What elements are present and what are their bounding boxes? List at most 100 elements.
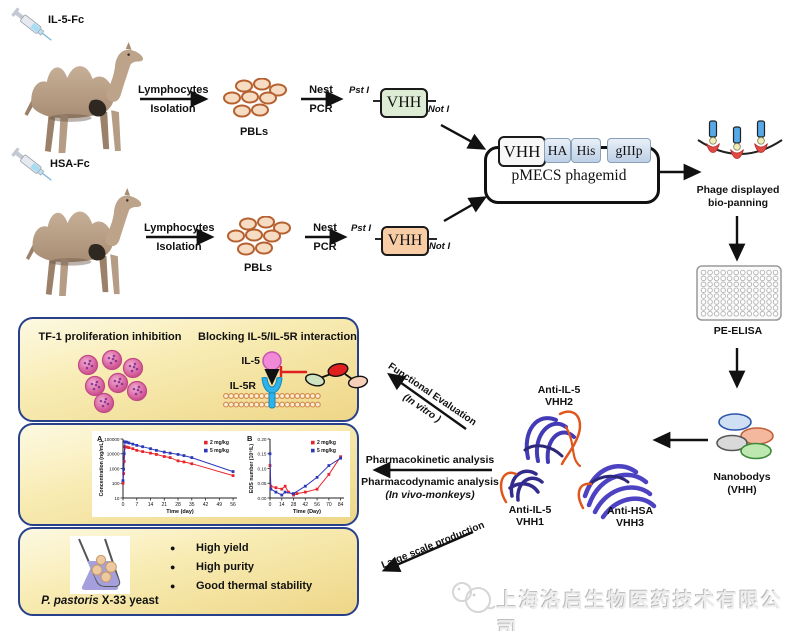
- svg-text:84: 84: [338, 502, 344, 508]
- camel-hsa: [25, 188, 142, 296]
- vhh-gene-label-hsa: VHH: [387, 232, 423, 249]
- svg-text:70: 70: [326, 502, 332, 508]
- panel-functional-evaluation: [18, 317, 359, 422]
- elisa-label: PE-ELISA: [713, 325, 763, 337]
- watermark-company-name: 上海洛启生物医药技术有限公司: [497, 590, 783, 631]
- cassette-his-label: His: [576, 142, 596, 158]
- bullet-icon-2: ●: [170, 562, 176, 572]
- nanobodies-label-1: Nanobodys: [713, 471, 771, 483]
- camel-il5: [24, 42, 144, 153]
- antigen-label-hsafc: HSA-Fc: [50, 158, 90, 170]
- chart-a: 0 7 14 21 28 35 42 49 56 10 100 1000 10000 100000 Time…: [97, 434, 237, 515]
- vhh3-id: VHH3: [615, 517, 644, 529]
- arrow-clone-top: [440, 123, 487, 150]
- svg-text:100: 100: [112, 481, 120, 486]
- svg-text:1000: 1000: [109, 466, 120, 471]
- svg-text:14: 14: [279, 502, 285, 508]
- svg-text:Time (Day): Time (Day): [293, 509, 321, 515]
- pbls-label-1: PBLs: [239, 126, 269, 138]
- svg-text:5 mg/kg: 5 mg/kg: [317, 448, 336, 454]
- nanobodies-label-2: (VHH): [727, 484, 757, 496]
- pcr-label-top-2: Nest: [313, 222, 337, 234]
- biopanning-label-1: Phage displayed: [696, 184, 780, 196]
- svg-text:42: 42: [303, 502, 309, 508]
- cassette-giiip-label: gIIIp: [615, 142, 643, 158]
- cassette-vhh-label: VHH: [503, 141, 541, 161]
- yeast-strain-label: P. pastoris X-33 yeast: [40, 595, 160, 608]
- vhh-gene-box-il5: VHH: [380, 88, 428, 118]
- svg-text:0: 0: [269, 502, 272, 508]
- svg-text:2 mg/kg: 2 mg/kg: [317, 440, 336, 446]
- yeast-strain-rest: X-33 yeast: [98, 595, 159, 607]
- watermark-logo-icon: [452, 582, 496, 613]
- pbls-cells-2: [227, 216, 291, 256]
- svg-text:10000: 10000: [107, 452, 120, 457]
- yeast-strain-italic: P. pastoris: [41, 595, 99, 607]
- bullet-high-purity: High purity: [196, 561, 255, 573]
- svg-text:EOS number (10⁹/L): EOS number (10⁹/L): [249, 444, 255, 493]
- biopanning-label-2: bio-panning: [707, 197, 769, 209]
- isolation-label-bottom-2: Isolation: [156, 241, 202, 253]
- bullet-high-yield: High yield: [196, 542, 249, 554]
- syringe-icon-hsa: [9, 146, 56, 186]
- il5-label: IL-5: [241, 355, 260, 367]
- enzyme-noti-1: Not I: [428, 104, 450, 115]
- svg-text:0.00: 0.00: [258, 496, 267, 501]
- enzyme-noti-2: Not I: [429, 241, 451, 252]
- elisa-wells: [700, 269, 779, 317]
- pd-analysis-label: Pharmacodynamic analysis: [361, 476, 499, 488]
- vhh1-name: Anti-IL-5: [508, 504, 552, 516]
- phage-icon-3: [753, 120, 769, 153]
- pcr-label-bottom-1: PCR: [309, 103, 333, 115]
- isolation-label-top-2: Lymphocytes: [144, 222, 215, 234]
- svg-text:Time (day): Time (day): [166, 509, 194, 515]
- chart-b: 0 14 28 42 56 70 84 0.00 0.05 0.10 0.15 0.20 Time (D…: [247, 434, 344, 515]
- pk-analysis-label: Pharmacokinetic analysis: [365, 454, 495, 466]
- svg-text:B: B: [247, 434, 253, 443]
- bullet-icon-3: ●: [170, 581, 176, 591]
- enzyme-psti-1: Pst I: [349, 85, 370, 96]
- cassette-vhh-box: VHH: [498, 136, 546, 167]
- bullet-thermal-stability: Good thermal stability: [196, 580, 313, 592]
- svg-text:100000: 100000: [104, 437, 120, 442]
- svg-text:0.15: 0.15: [258, 452, 267, 457]
- svg-text:21: 21: [161, 502, 167, 508]
- svg-text:14: 14: [148, 502, 154, 508]
- svg-text:2 mg/kg: 2 mg/kg: [210, 440, 229, 446]
- bullet-icon-1: ●: [170, 543, 176, 553]
- biopanning-well: [697, 120, 783, 159]
- phage-icon-2: [729, 126, 745, 159]
- svg-text:0.20: 0.20: [258, 437, 267, 442]
- svg-text:56: 56: [314, 502, 320, 508]
- pcr-label-bottom-2: PCR: [313, 241, 337, 253]
- phagemid-name: pMECS phagemid: [511, 167, 627, 184]
- vhh1-ribbon: [508, 469, 544, 502]
- cassette-ha-label: HA: [547, 142, 568, 158]
- cassette-ha-box: HA: [544, 138, 571, 163]
- enzyme-psti-2: Pst I: [351, 223, 372, 234]
- svg-text:0: 0: [122, 502, 125, 508]
- pbls-label-2: PBLs: [243, 262, 273, 274]
- pbls-cells-1: [223, 78, 287, 118]
- svg-text:49: 49: [217, 502, 223, 508]
- svg-text:28: 28: [291, 502, 297, 508]
- svg-text:5 mg/kg: 5 mg/kg: [210, 448, 229, 454]
- svg-text:0.10: 0.10: [258, 466, 267, 471]
- isolation-label-bottom-1: Isolation: [150, 103, 196, 115]
- svg-text:56: 56: [230, 502, 236, 508]
- isolation-label-top-1: Lymphocytes: [138, 84, 209, 96]
- in-vivo-monkeys-label: (In vivo-monkeys): [385, 489, 475, 501]
- phage-icon-1: [705, 120, 721, 153]
- blocking-title: Blocking IL-5/IL-5R interaction: [198, 331, 357, 343]
- vhh2-id: VHH2: [544, 396, 573, 408]
- cassette-his-box: His: [571, 138, 601, 163]
- svg-text:A: A: [97, 434, 103, 443]
- antigen-label-il5fc: IL-5-Fc: [48, 14, 85, 26]
- svg-text:35: 35: [189, 502, 195, 508]
- tf1-title: TF-1 proliferation inhibition: [38, 331, 182, 343]
- elisa-plate: [696, 265, 782, 321]
- nanobody-ovals: [716, 413, 774, 460]
- il5r-label: IL-5R: [229, 380, 256, 392]
- vhh3-name: Anti-HSA: [606, 505, 654, 517]
